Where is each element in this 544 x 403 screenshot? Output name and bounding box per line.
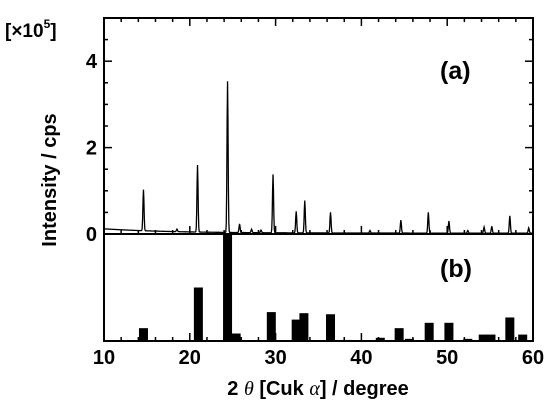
y-tick-label: 0 [86, 224, 97, 246]
y-tick-label: 2 [86, 138, 97, 160]
reference-bar [266, 312, 276, 341]
reference-bar [404, 338, 414, 341]
panel-b-frame [103, 233, 534, 342]
x-axis-label-theta: θ [244, 378, 254, 400]
x-axis-label-alpha: α [309, 378, 320, 400]
y-multiplier-close: ] [50, 21, 56, 42]
x-axis-label-post: ] / degree [320, 378, 409, 400]
reference-bar [138, 328, 148, 341]
reference-bar [342, 339, 352, 341]
reference-bar [223, 234, 233, 341]
x-tick-label: 10 [93, 347, 115, 369]
panel-b-ticks [120, 333, 517, 341]
y-multiplier: [×105] [5, 17, 57, 42]
reference-bar [394, 328, 404, 341]
x-tick-label: 60 [522, 347, 544, 369]
reference-bar [444, 322, 454, 341]
reference-bar [463, 338, 473, 341]
x-tick-label: 50 [436, 347, 458, 369]
x-tick-label: 40 [350, 347, 372, 369]
reference-bar [291, 319, 301, 341]
panel-b-label: (b) [440, 255, 472, 283]
panel-a-frame [103, 17, 534, 235]
reference-bar [231, 333, 241, 341]
reference-bars [138, 234, 528, 341]
reference-bar [424, 322, 434, 341]
x-tick-labels: 10 20 30 40 50 60 [93, 347, 544, 369]
y-tick-labels: 0 2 4 [86, 51, 98, 246]
y-axis-label: Intensity / cps [39, 113, 61, 246]
reference-bar [326, 314, 336, 341]
x-axis-label-mid: [Cuk [254, 378, 310, 400]
x-axis-label: 2 θ [Cuk α] / degree [227, 378, 409, 400]
reference-bar [518, 334, 528, 341]
reference-bar [193, 287, 203, 341]
x-tick-label: 30 [264, 347, 286, 369]
reference-bar [299, 313, 309, 341]
xrd-pattern-line [103, 81, 533, 234]
y-multiplier-base: [×10 [5, 21, 44, 42]
panel-a-label: (a) [440, 57, 471, 85]
panel-a-ticks [104, 18, 533, 234]
y-tick-label: 4 [86, 51, 98, 73]
reference-bar [478, 334, 488, 341]
y-multiplier-exp: 5 [44, 17, 51, 31]
reference-bar [375, 337, 385, 341]
reference-bar [505, 317, 515, 341]
reference-bar [486, 334, 496, 341]
x-tick-label: 20 [179, 347, 201, 369]
x-axis-label-pre: 2 [227, 378, 244, 400]
